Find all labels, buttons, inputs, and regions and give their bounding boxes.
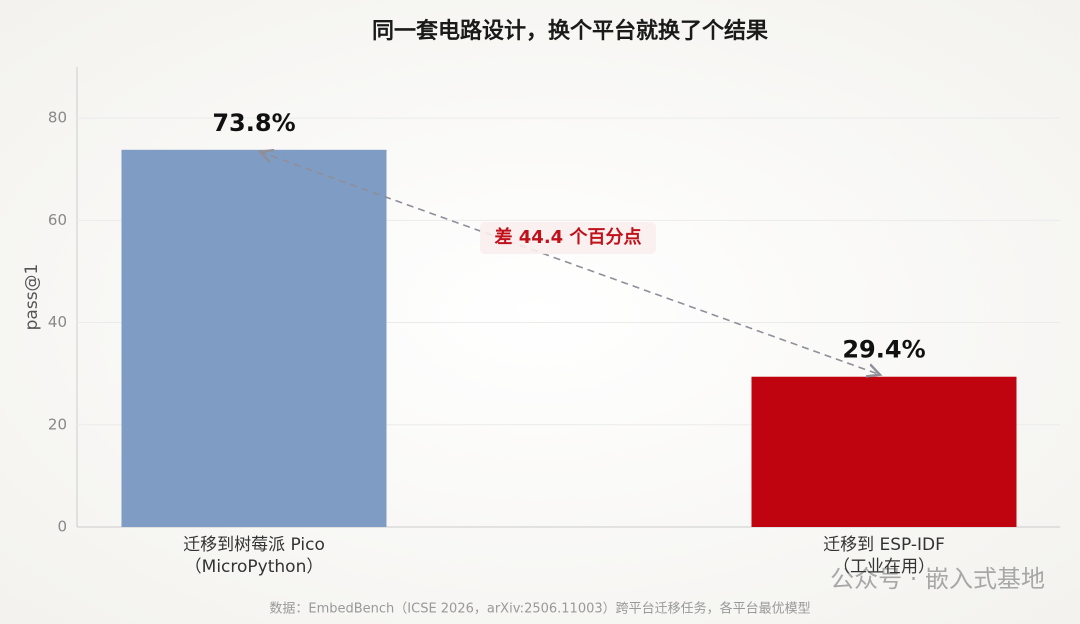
x-tick-label: 迁移到 ESP-IDF <box>823 535 945 555</box>
value-label: 29.4% <box>842 336 925 364</box>
difference-arrow <box>260 152 880 375</box>
x-tick-label: 迁移到树莓派 Pico <box>183 535 325 555</box>
source-note: 数据：EmbedBench（ICSE 2026，arXiv:2506.11003… <box>269 601 810 617</box>
x-tick-label: （MicroPython） <box>185 557 324 577</box>
y-tick-label: 40 <box>48 313 67 331</box>
x-tick-label: （工业在用） <box>833 557 935 577</box>
y-tick-label: 0 <box>57 518 67 536</box>
y-tick-label: 60 <box>48 211 67 229</box>
y-axis-label: pass@1 <box>22 264 42 331</box>
watermark: 公众号 · 嵌入式基地 <box>830 565 1045 593</box>
annotation-box <box>480 222 656 254</box>
value-label: 73.8% <box>212 109 295 137</box>
chart-title: 同一套电路设计，换个平台就换了个结果 <box>372 18 768 44</box>
bar <box>751 376 1017 527</box>
bar <box>121 149 387 528</box>
annotation: 差 44.4 个百分点 <box>495 226 642 248</box>
y-tick-label: 20 <box>48 415 67 433</box>
y-tick-label: 80 <box>48 109 67 127</box>
